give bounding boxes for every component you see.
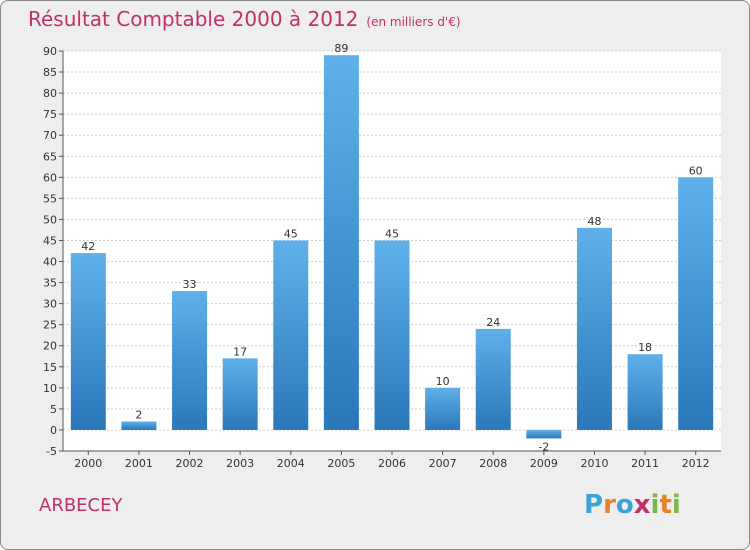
- bar-value-label: 45: [385, 227, 399, 240]
- bar-value-label: 48: [587, 215, 601, 228]
- commune-name: ARBECEY: [39, 495, 123, 516]
- y-tick-label: 0: [50, 424, 57, 437]
- bar-value-label: -2: [538, 440, 549, 453]
- y-tick-label: 85: [43, 66, 57, 79]
- chart-subtitle: (en milliers d'€): [366, 15, 461, 29]
- y-tick-label: 65: [43, 150, 57, 163]
- bar-value-label: 89: [334, 42, 348, 55]
- bar-value-label: 2: [135, 409, 142, 422]
- bar: [374, 240, 410, 430]
- bar: [475, 328, 511, 430]
- x-tick-label: 2011: [631, 457, 659, 470]
- x-tick-label: 2004: [277, 457, 305, 470]
- bar: [425, 387, 461, 430]
- y-tick-label: -5: [46, 445, 57, 458]
- bar-value-label: 33: [183, 278, 197, 291]
- x-tick-label: 2001: [125, 457, 153, 470]
- bar: [70, 253, 106, 430]
- y-tick-label: 80: [43, 87, 57, 100]
- x-tick-label: 2002: [176, 457, 204, 470]
- logo-letter: i: [650, 490, 660, 520]
- x-tick-label: 2007: [429, 457, 457, 470]
- bar: [323, 55, 359, 430]
- y-tick-label: 55: [43, 192, 57, 205]
- y-tick-label: 60: [43, 171, 57, 184]
- bar: [576, 227, 612, 430]
- bar-value-label: 42: [81, 240, 95, 253]
- bar-value-label: 10: [436, 375, 450, 388]
- y-tick-label: 40: [43, 256, 57, 269]
- x-tick-label: 2003: [226, 457, 254, 470]
- bar: [121, 421, 157, 430]
- logo-letter: r: [603, 490, 616, 520]
- logo-letter: i: [671, 490, 681, 520]
- y-tick-label: 10: [43, 382, 57, 395]
- x-tick-label: 2005: [327, 457, 355, 470]
- bar-value-label: 24: [486, 316, 500, 329]
- proxiti-logo: Proxiti: [584, 490, 681, 520]
- bar: [627, 354, 663, 430]
- x-tick-label: 2009: [530, 457, 558, 470]
- chart-title-text: Résultat Comptable 2000 à 2012: [28, 7, 359, 31]
- y-tick-label: 20: [43, 340, 57, 353]
- bar-value-label: 45: [284, 227, 298, 240]
- y-tick-label: 5: [50, 403, 57, 416]
- logo-letter: o: [615, 490, 634, 520]
- y-tick-label: 25: [43, 319, 57, 332]
- x-tick-label: 2000: [74, 457, 102, 470]
- bar: [172, 291, 208, 430]
- logo-letter: P: [584, 490, 604, 520]
- bar: [273, 240, 309, 430]
- y-tick-label: 70: [43, 129, 57, 142]
- bar: [678, 177, 714, 430]
- y-tick-label: 30: [43, 298, 57, 311]
- x-tick-label: 2010: [580, 457, 608, 470]
- chart-title: Résultat Comptable 2000 à 2012 (en millie…: [28, 7, 461, 31]
- x-tick-label: 2012: [682, 457, 710, 470]
- y-tick-label: 75: [43, 108, 57, 121]
- bar: [526, 429, 562, 439]
- y-tick-label: 50: [43, 213, 57, 226]
- bar-value-label: 18: [638, 341, 652, 354]
- logo-letter: t: [659, 490, 672, 520]
- y-tick-label: 90: [43, 45, 57, 58]
- bar: [222, 358, 258, 430]
- bar-value-label: 17: [233, 345, 247, 358]
- x-tick-label: 2008: [479, 457, 507, 470]
- x-tick-label: 2006: [378, 457, 406, 470]
- y-tick-label: 35: [43, 277, 57, 290]
- logo-letter: x: [633, 490, 651, 520]
- y-tick-label: 45: [43, 234, 57, 247]
- y-tick-label: 15: [43, 361, 57, 374]
- bar-value-label: 60: [689, 164, 703, 177]
